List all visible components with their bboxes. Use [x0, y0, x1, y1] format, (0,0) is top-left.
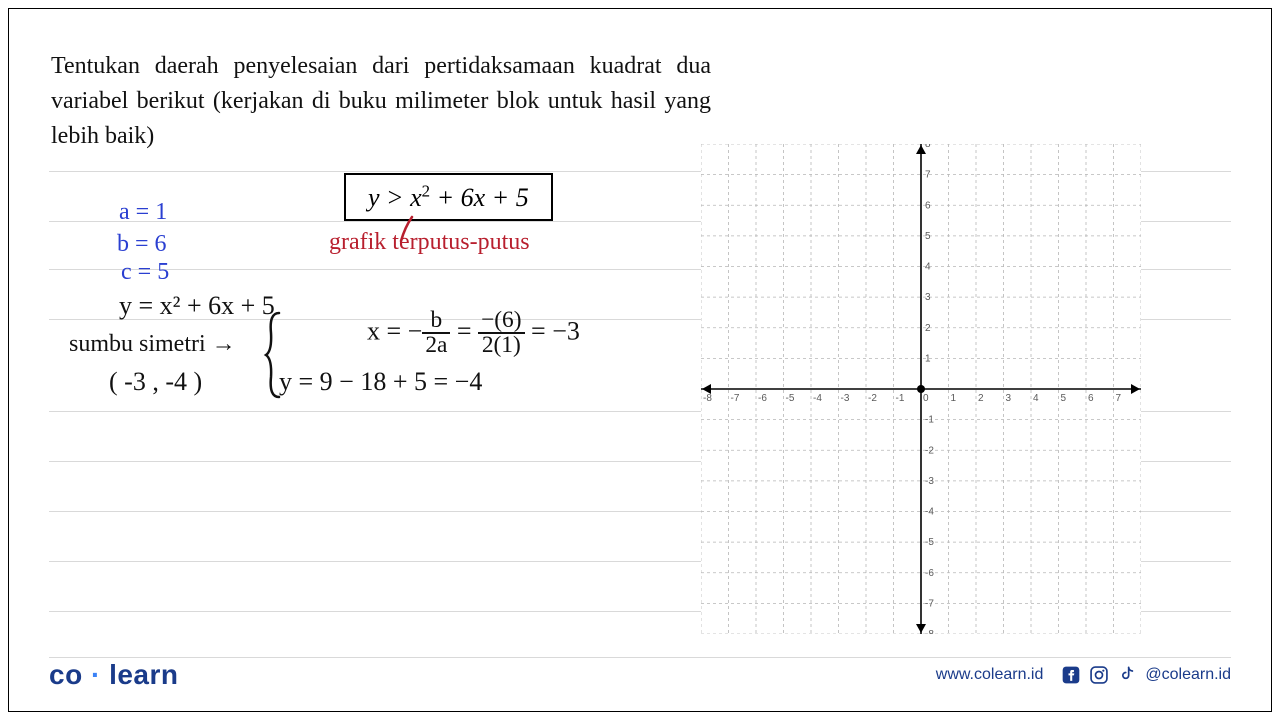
- svg-text:-2: -2: [868, 393, 877, 404]
- tiktok-icon[interactable]: [1117, 665, 1137, 685]
- handwriting-text: a = 1: [119, 199, 167, 226]
- handwriting-text: y = x² + 6x + 5: [119, 291, 275, 321]
- social-handle[interactable]: @colearn.id: [1145, 666, 1231, 684]
- svg-text:3: 3: [925, 292, 931, 303]
- coordinate-grid: -8 -7 -6 -5 -4 -3 -2 -1 0 1 2 3 4 5 6 7 8 -8 -7 -6 -5 -4 -3 -2 -…: [701, 144, 1141, 634]
- svg-text:3: 3: [1006, 393, 1012, 404]
- svg-text:-3: -3: [841, 393, 850, 404]
- svg-text:1: 1: [925, 353, 931, 364]
- svg-text:-5: -5: [925, 537, 934, 548]
- svg-text:-8: -8: [703, 393, 712, 404]
- svg-text:-6: -6: [925, 568, 934, 579]
- instagram-icon[interactable]: [1089, 665, 1109, 685]
- page-frame: Tentukan daerah penyelesaian dari pertid…: [8, 8, 1272, 712]
- logo-part-b: learn: [109, 659, 178, 690]
- svg-text:-1: -1: [925, 415, 934, 426]
- footer-url[interactable]: www.colearn.id: [936, 666, 1044, 684]
- svg-text:-7: -7: [731, 393, 740, 404]
- svg-text:-4: -4: [925, 507, 934, 518]
- svg-text:7: 7: [1116, 393, 1122, 404]
- svg-text:1: 1: [951, 393, 957, 404]
- svg-text:4: 4: [925, 262, 931, 273]
- svg-text:-1: -1: [896, 393, 905, 404]
- handwriting-text: b = 6: [117, 231, 167, 258]
- problem-text: Tentukan daerah penyelesaian dari pertid…: [51, 49, 711, 153]
- handwriting-text: sumbu simetri →: [69, 331, 236, 358]
- svg-text:-4: -4: [813, 393, 822, 404]
- handwriting-text: c = 5: [121, 259, 169, 286]
- svg-text:7: 7: [925, 170, 931, 181]
- svg-text:4: 4: [1033, 393, 1039, 404]
- y-expression: y = 9 − 18 + 5 = −4: [279, 367, 482, 397]
- handwriting-text: ( -3 , -4 ): [109, 367, 202, 397]
- svg-text:6: 6: [1088, 393, 1094, 404]
- footer: co · learn www.colearn.id @colearn.id: [49, 659, 1231, 691]
- svg-text:-5: -5: [786, 393, 795, 404]
- red-connector: [397, 215, 427, 245]
- equation-box: y > x2 + 6x + 5: [344, 173, 553, 221]
- svg-text:8: 8: [925, 144, 931, 150]
- svg-text:6: 6: [925, 200, 931, 211]
- svg-text:2: 2: [978, 393, 984, 404]
- svg-text:5: 5: [925, 231, 931, 242]
- svg-text:5: 5: [1061, 393, 1067, 404]
- svg-text:-8: -8: [925, 629, 934, 634]
- handwriting-text: grafik terputus-putus: [329, 229, 530, 256]
- svg-text:-2: -2: [925, 445, 934, 456]
- svg-text:-6: -6: [758, 393, 767, 404]
- logo-part-a: co: [49, 659, 83, 690]
- svg-text:-3: -3: [925, 476, 934, 487]
- social-group: @colearn.id: [1061, 665, 1231, 685]
- logo-dot: ·: [83, 659, 109, 690]
- svg-text:0: 0: [923, 393, 929, 404]
- x-expression: x = −b2a = −(6)2(1) = −3: [367, 309, 580, 358]
- svg-text:-7: -7: [925, 598, 934, 609]
- svg-text:2: 2: [925, 323, 931, 334]
- equation-text: y > x2 + 6x + 5: [368, 183, 529, 212]
- footer-right: www.colearn.id @colearn.id: [936, 665, 1231, 685]
- brand-logo: co · learn: [49, 659, 179, 691]
- facebook-icon[interactable]: [1061, 665, 1081, 685]
